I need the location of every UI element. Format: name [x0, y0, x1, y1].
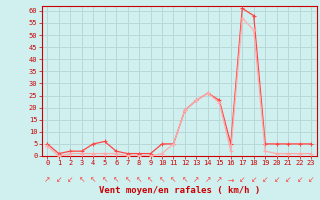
Text: ↙: ↙ [251, 175, 257, 184]
Text: ↙: ↙ [67, 175, 74, 184]
Text: ↖: ↖ [90, 175, 96, 184]
Text: →: → [228, 175, 234, 184]
Text: ↖: ↖ [170, 175, 177, 184]
Text: ↗: ↗ [216, 175, 222, 184]
Text: ↖: ↖ [113, 175, 119, 184]
Text: ↗: ↗ [205, 175, 211, 184]
Text: ↖: ↖ [147, 175, 154, 184]
Text: ↖: ↖ [182, 175, 188, 184]
Text: ↙: ↙ [296, 175, 303, 184]
X-axis label: Vent moyen/en rafales ( km/h ): Vent moyen/en rafales ( km/h ) [99, 186, 260, 195]
Text: ↙: ↙ [285, 175, 291, 184]
Text: ↗: ↗ [44, 175, 51, 184]
Text: ↖: ↖ [136, 175, 142, 184]
Text: ↗: ↗ [193, 175, 200, 184]
Text: ↖: ↖ [159, 175, 165, 184]
Text: ↙: ↙ [274, 175, 280, 184]
Text: ↙: ↙ [56, 175, 62, 184]
Text: ↙: ↙ [262, 175, 268, 184]
Text: ↖: ↖ [124, 175, 131, 184]
Text: ↙: ↙ [239, 175, 245, 184]
Text: ↙: ↙ [308, 175, 314, 184]
Text: ↖: ↖ [101, 175, 108, 184]
Text: ↖: ↖ [78, 175, 85, 184]
